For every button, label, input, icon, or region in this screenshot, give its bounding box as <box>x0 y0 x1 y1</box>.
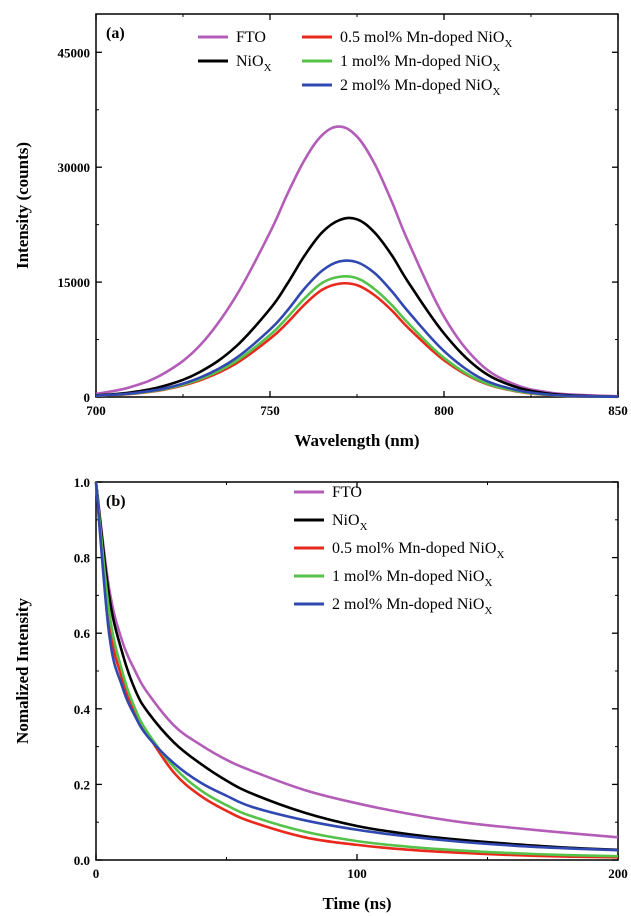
panel-a-legend-label-0: FTO <box>236 29 266 46</box>
panel-b-x-axis-title: Time (ns) <box>322 894 391 913</box>
panel-a-series-line-1 <box>95 216 619 398</box>
panel-a-x-tick-label: 700 <box>86 403 106 418</box>
panel-b-x-tick-label: 100 <box>347 866 367 881</box>
panel-a-x-tick-label: 750 <box>260 403 280 418</box>
panel-b-y-tick-label: 0.6 <box>74 626 91 641</box>
panel-b-series-line-3 <box>94 481 619 858</box>
panel-b-legend-label-0: FTO <box>332 484 362 501</box>
panel-b-y-tick-label: 0.2 <box>74 777 90 792</box>
panel-a-legend-label-4: 2 mol% Mn-doped NiOX <box>340 77 500 98</box>
panel-b-series-line-0 <box>94 481 619 839</box>
panel-b-legend-label-1: NiOX <box>332 512 368 533</box>
panel-a-series-line-2 <box>95 281 619 399</box>
panel-b-legend-label-4: 2 mol% Mn-doped NiOX <box>332 596 492 617</box>
panel-a-x-axis-title: Wavelength (nm) <box>294 431 419 450</box>
panel-a-series-line-3 <box>95 274 619 399</box>
panel-a-legend-label-2: 0.5 mol% Mn-doped NiOX <box>340 29 512 50</box>
panel-b-y-tick-label: 0.8 <box>74 551 91 566</box>
panel-b-x-tick-label: 0 <box>93 866 100 881</box>
panel-b-series-line-4 <box>94 481 619 852</box>
panel-b-x-tick-label: 200 <box>608 866 628 881</box>
panel-a-y-tick-label: 0 <box>84 390 91 405</box>
panel-a-y-tick-label: 30000 <box>58 160 91 175</box>
panel-a: 700 750 800 850 0 15000 30000 45000 Wavelength (… <box>13 13 628 450</box>
panel-b-y-tick-label: 1.0 <box>74 475 90 490</box>
panel-a-series-line-4 <box>95 259 619 399</box>
panel-b-series-line-1 <box>94 481 619 852</box>
panel-b-series-line-2 <box>94 481 619 859</box>
panel-b-panel-label: (b) <box>106 493 126 510</box>
panel-a-legend-label-3: 1 mol% Mn-doped NiOX <box>340 53 500 74</box>
panel-b-y-axis-title: Nomalized Intensity <box>13 598 32 744</box>
panel-a-y-tick-label: 45000 <box>58 45 91 60</box>
panel-a-y-axis-title: Intensity (counts) <box>13 142 32 269</box>
panel-a-y-tick-label: 15000 <box>58 275 91 290</box>
panel-a-series-line-0 <box>95 125 619 398</box>
panel-a-panel-label: (a) <box>106 25 125 42</box>
panel-b-y-tick-label: 0.0 <box>74 853 90 868</box>
panel-a-x-tick-label: 800 <box>434 403 454 418</box>
panel-b: 0 100 200 0.0 0.2 0.4 0.6 0.8 1.0 Time (ns) Nomali… <box>13 475 628 913</box>
panel-a-plot-frame <box>95 13 619 398</box>
panel-b-legend-label-3: 1 mol% Mn-doped NiOX <box>332 568 492 589</box>
panel-b-y-tick-label: 0.4 <box>74 702 91 717</box>
panel-b-legend-label-2: 0.5 mol% Mn-doped NiOX <box>332 540 504 561</box>
panel-a-x-tick-label: 850 <box>608 403 628 418</box>
panel-a-legend-label-1: NiOX <box>236 53 272 74</box>
